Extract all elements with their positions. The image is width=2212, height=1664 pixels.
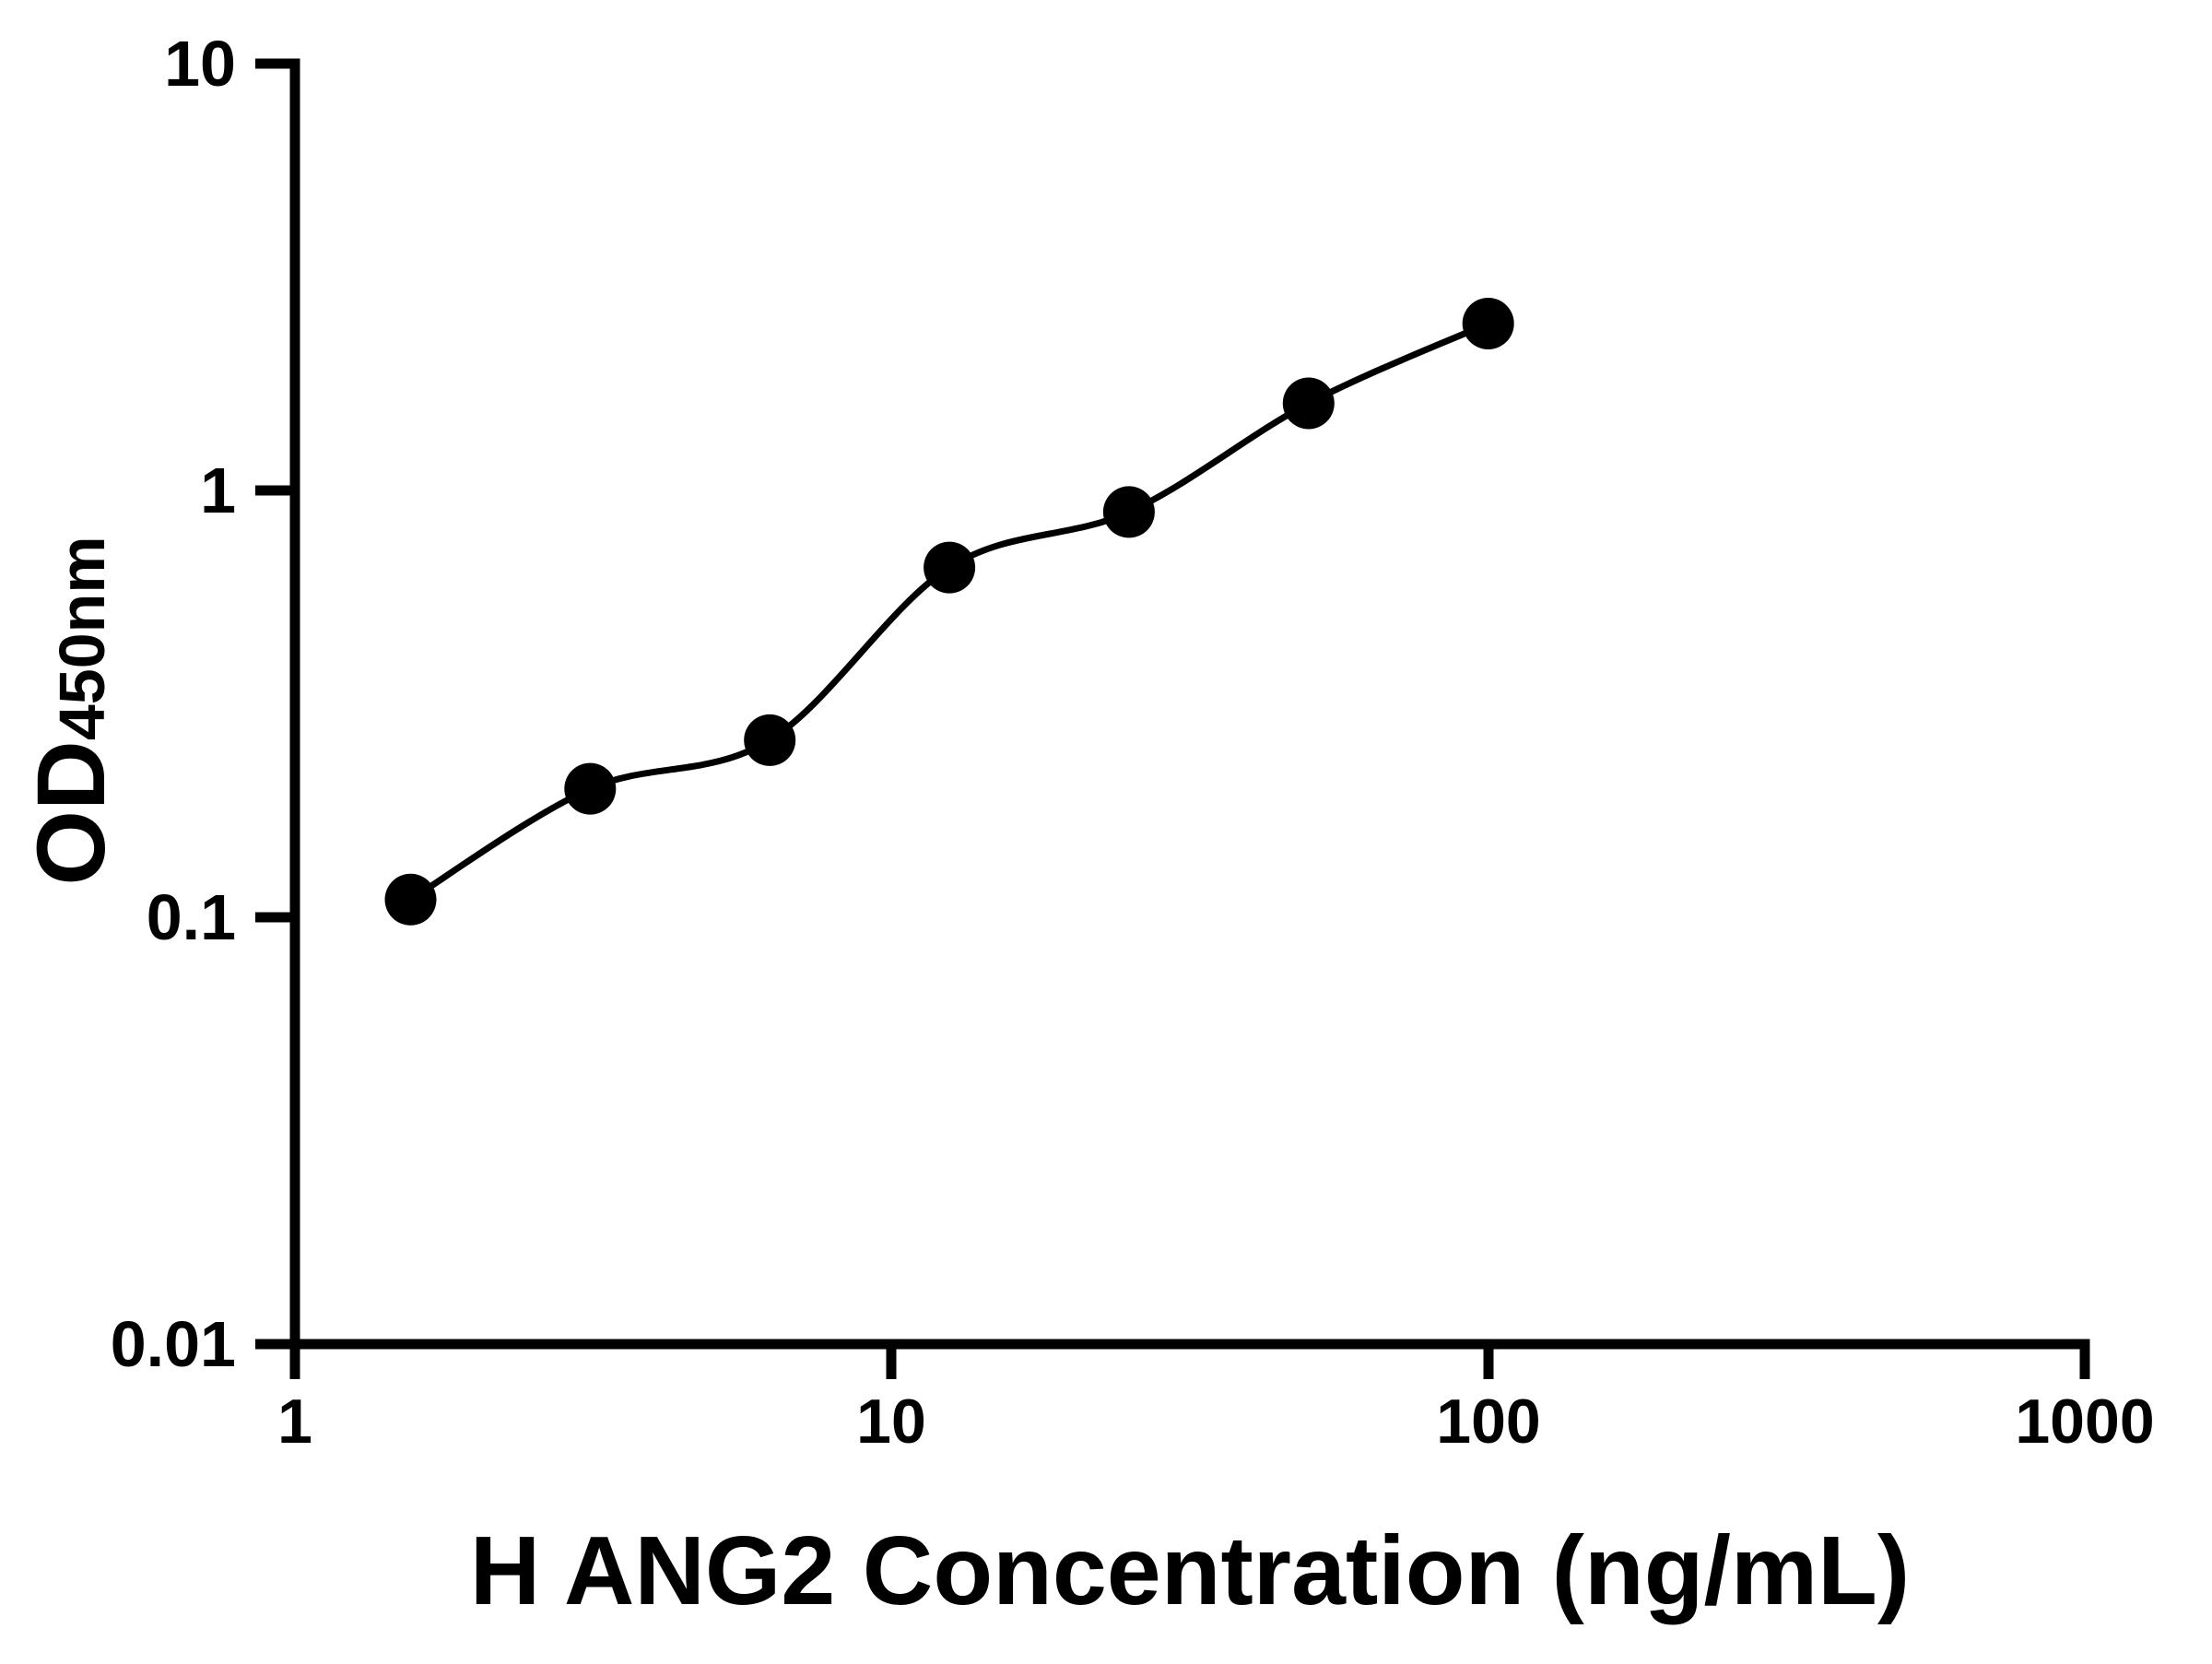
y-tick-label-0.1: 0.1 xyxy=(147,881,236,953)
x-tick-label-100: 100 xyxy=(1436,1387,1540,1457)
data-point-6.25 xyxy=(744,714,795,766)
x-tick-label-10: 10 xyxy=(856,1387,926,1457)
y-tick-label-10: 10 xyxy=(164,28,236,100)
data-point-25 xyxy=(1103,486,1155,537)
y-tick-label-0.01: 0.01 xyxy=(111,1308,236,1380)
x-axis-title: H ANG2 Concentration (ng/mL) xyxy=(470,1516,1910,1625)
data-point-100 xyxy=(1463,298,1514,349)
data-point-12.5 xyxy=(924,542,975,594)
y-tick-label-1: 1 xyxy=(200,454,236,526)
x-tick-label-1000: 1000 xyxy=(2015,1387,2154,1457)
data-point-50 xyxy=(1283,378,1335,430)
y-axis-title-subscript: 450nm xyxy=(46,536,118,740)
y-axis-title-main: OD xyxy=(18,740,125,886)
data-point-1.5625 xyxy=(385,874,437,926)
x-tick-label-1: 1 xyxy=(277,1387,312,1457)
data-point-3.125 xyxy=(564,763,616,815)
